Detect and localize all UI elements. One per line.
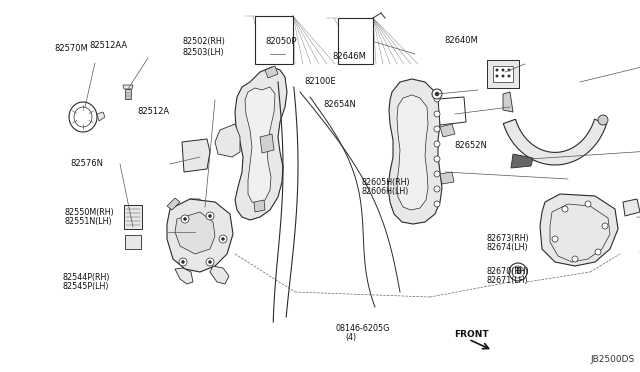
Polygon shape [187,199,203,225]
Circle shape [595,249,601,255]
Polygon shape [440,124,455,137]
Circle shape [496,75,498,77]
Circle shape [435,92,439,96]
Polygon shape [511,154,533,168]
Text: 82673(RH): 82673(RH) [486,234,529,243]
Polygon shape [338,18,373,64]
Circle shape [508,69,510,71]
Circle shape [434,171,440,177]
Polygon shape [503,92,513,112]
Text: 82652N: 82652N [454,141,487,150]
Text: 82640M: 82640M [445,36,479,45]
Circle shape [572,256,578,262]
Circle shape [512,266,524,278]
Text: B: B [515,267,521,276]
Text: FRONT: FRONT [454,330,489,339]
Polygon shape [550,204,610,262]
Polygon shape [438,97,466,125]
Polygon shape [623,199,640,216]
Polygon shape [503,119,607,165]
Circle shape [496,69,498,71]
Circle shape [182,260,184,263]
Text: 82100E: 82100E [304,77,335,86]
Polygon shape [167,198,180,210]
Circle shape [508,75,510,77]
Circle shape [219,235,227,243]
Polygon shape [125,235,141,249]
Polygon shape [123,85,133,89]
Circle shape [184,218,186,221]
Text: 82512AA: 82512AA [90,41,128,50]
Circle shape [209,215,211,218]
Circle shape [552,236,558,242]
Circle shape [434,201,440,207]
Text: 82654N: 82654N [323,100,356,109]
Polygon shape [254,200,265,212]
Polygon shape [397,95,428,210]
Polygon shape [175,212,215,254]
Polygon shape [388,79,442,224]
Text: 82646M: 82646M [333,52,367,61]
Polygon shape [175,268,193,284]
Polygon shape [487,60,519,88]
Circle shape [432,89,442,99]
Polygon shape [440,172,454,184]
Text: 08146-6205G: 08146-6205G [336,324,390,333]
Circle shape [221,237,225,241]
Circle shape [562,206,568,212]
Text: JB2500DS: JB2500DS [591,355,635,364]
Polygon shape [493,66,513,82]
Circle shape [206,258,214,266]
Polygon shape [265,66,278,78]
Text: 82674(LH): 82674(LH) [486,243,528,252]
Circle shape [598,115,608,125]
Circle shape [434,186,440,192]
Circle shape [434,111,440,117]
Text: 82606H(LH): 82606H(LH) [362,187,409,196]
Text: 82671(LH): 82671(LH) [486,276,528,285]
Text: 82670(RH): 82670(RH) [486,267,529,276]
Circle shape [434,156,440,162]
Polygon shape [255,16,293,64]
Text: 82050P: 82050P [266,37,297,46]
Polygon shape [215,124,240,157]
Text: 82550M(RH): 82550M(RH) [64,208,114,217]
Text: 82576N: 82576N [70,159,104,168]
Polygon shape [260,134,274,153]
Circle shape [179,258,187,266]
Polygon shape [97,112,105,121]
Circle shape [209,260,211,263]
Polygon shape [235,67,287,220]
Circle shape [602,223,608,229]
Text: 82605H(RH): 82605H(RH) [362,178,410,187]
Polygon shape [125,89,131,99]
Circle shape [502,69,504,71]
Circle shape [181,215,189,223]
Polygon shape [182,139,210,172]
Text: 82503(LH): 82503(LH) [182,48,224,57]
Text: 82544P(RH): 82544P(RH) [63,273,110,282]
Circle shape [585,201,591,207]
Polygon shape [124,205,142,229]
Text: (4): (4) [346,333,356,341]
Text: 82545P(LH): 82545P(LH) [63,282,109,291]
Text: 82551N(LH): 82551N(LH) [64,217,111,226]
Polygon shape [209,206,215,218]
Circle shape [509,263,527,281]
Text: 82512A: 82512A [138,107,170,116]
Text: 82502(RH): 82502(RH) [182,37,225,46]
Polygon shape [210,266,229,284]
Polygon shape [540,194,618,266]
Polygon shape [167,199,233,272]
Circle shape [206,212,214,220]
Circle shape [434,126,440,132]
Polygon shape [245,87,275,204]
Text: 82570M: 82570M [54,44,88,53]
Circle shape [434,96,440,102]
Circle shape [434,141,440,147]
Circle shape [502,75,504,77]
